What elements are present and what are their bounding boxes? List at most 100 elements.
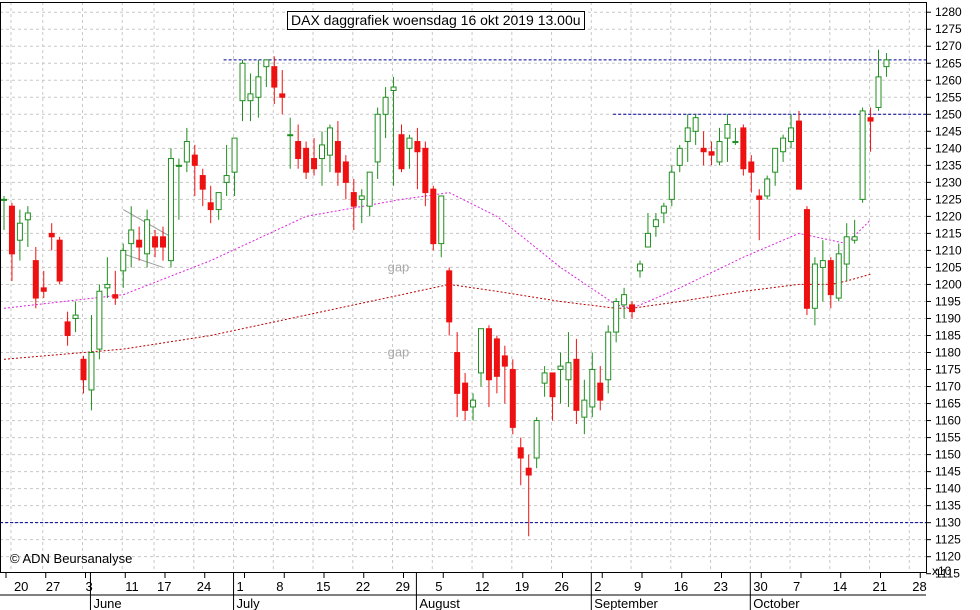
candle [342,155,349,200]
candle-body [207,202,214,211]
candle-body [88,352,95,391]
candle [509,359,516,435]
candle-body [485,328,492,381]
x-tick-label: 2 [594,579,601,594]
y-tick-label: 1240 [935,141,962,155]
candle-body [96,290,103,350]
candle [295,124,302,169]
y-tick-label: 1275 [935,22,962,36]
y-tick-label: 1125 [935,533,961,547]
month-label: June [93,596,121,610]
candle [215,192,222,220]
candle-body [835,253,842,299]
candle [183,127,190,173]
plot-frame [0,2,927,573]
candle-body [430,188,437,245]
candle-body [780,137,787,153]
candle [398,124,405,173]
candle [788,114,795,149]
candle [660,202,667,224]
candle [191,144,198,196]
candle [565,332,572,407]
candle-body [303,147,310,173]
candle-body [167,158,174,262]
candle [390,76,397,186]
candle [827,257,834,309]
candle [334,121,341,186]
y-tick-label: 1175 [935,363,961,377]
candle [493,335,500,394]
x-tick-label: 24 [197,579,211,594]
y-tick-label: 1210 [935,243,962,257]
candle-body [319,144,325,160]
candle-body [56,239,63,282]
candle-body [215,192,222,211]
candle [835,243,842,302]
candle [811,257,818,326]
candle-body [875,76,882,108]
candle-body [644,232,651,248]
candle-body [160,236,166,248]
candle-body [223,175,230,183]
y-scale-label: x10 [932,564,952,578]
candle [16,209,23,261]
candle [851,219,858,244]
trendline [123,253,164,268]
y-tick-label: 1215 [935,226,962,240]
candle [422,141,429,207]
candle-body [740,127,747,170]
candle [303,141,310,179]
candle [454,332,461,418]
candle-body [613,300,620,333]
gap-label: gap [388,259,410,274]
candle-body [660,205,667,214]
candle [263,59,270,88]
candle [152,230,159,258]
candle-body [493,338,500,377]
candle-body [144,219,151,255]
candle [803,206,810,316]
candle [430,185,437,251]
candle [668,165,675,207]
candle-body [676,147,683,166]
candle [120,243,127,288]
y-tick-label: 1235 [935,158,962,172]
candle [311,138,318,176]
x-tick-label: 23 [714,579,728,594]
candle-body [883,59,890,68]
y-tick-label: 1160 [935,414,961,428]
candle-body [128,229,135,245]
candle-body [382,96,389,115]
candle [819,240,826,302]
candle-body [40,287,47,292]
candle-body [72,314,79,319]
candle-body [605,331,612,381]
x-tick-label: 5 [435,579,442,594]
candle [199,168,206,207]
y-tick-label: 1120 [935,550,961,564]
candle-body [843,236,850,265]
candle-body [454,352,461,394]
candle-body [509,369,516,428]
candle-body [175,164,182,167]
chart-title: DAX daggrafiek woensdag 16 okt 2019 13.0… [287,11,585,30]
y-tick-label: 1225 [935,192,962,206]
candle [358,189,365,224]
candle [319,131,325,186]
candle-body [462,382,469,411]
candle-body [597,382,604,401]
x-tick-label: 11 [125,579,139,594]
x-tick-label: 15 [316,579,330,594]
candle-body [788,127,795,143]
candle-body [668,171,675,200]
y-tick-label: 1195 [935,294,961,308]
y-tick-label: 1170 [935,380,961,394]
x-tick-label: 12 [475,579,489,594]
y-tick-label: 1140 [935,482,961,496]
candle [748,155,755,193]
y-tick-label: 1245 [935,124,962,138]
candle-body [581,399,588,418]
candle-body [24,212,31,221]
candle-body [732,141,739,144]
candle [708,141,715,166]
